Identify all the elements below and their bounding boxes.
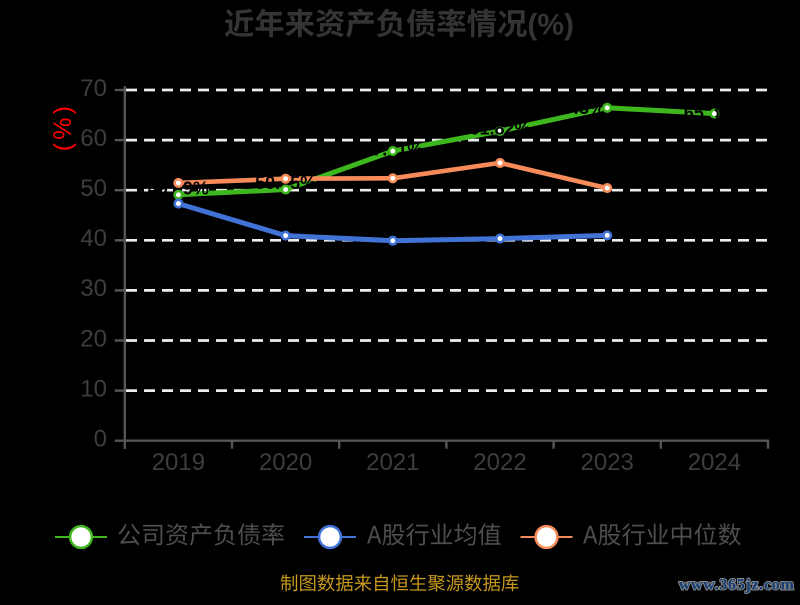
svg-text:2022: 2022 bbox=[473, 449, 526, 476]
svg-text:2020: 2020 bbox=[259, 449, 312, 476]
svg-text:(%): (%) bbox=[527, 9, 574, 42]
svg-text:61.82%: 61.82% bbox=[469, 119, 530, 139]
svg-text:0: 0 bbox=[94, 426, 107, 453]
svg-text:2019: 2019 bbox=[152, 449, 205, 476]
svg-text:10: 10 bbox=[80, 375, 107, 402]
svg-text:49.09%: 49.09% bbox=[148, 179, 209, 199]
svg-text:20: 20 bbox=[80, 325, 107, 352]
svg-text:50: 50 bbox=[80, 175, 107, 202]
svg-text:www.365jz.com: www.365jz.com bbox=[679, 577, 795, 594]
svg-text:66.45%: 66.45% bbox=[544, 98, 605, 118]
svg-text:(%): (%) bbox=[49, 103, 77, 151]
svg-text:30: 30 bbox=[80, 275, 107, 302]
svg-text:www.365jz.com: www.365jz.com bbox=[679, 577, 795, 594]
svg-text:2021: 2021 bbox=[366, 449, 419, 476]
svg-text:60: 60 bbox=[80, 125, 107, 152]
svg-text:70: 70 bbox=[80, 75, 107, 102]
svg-text:40: 40 bbox=[80, 225, 107, 252]
svg-text:2023: 2023 bbox=[581, 449, 634, 476]
svg-text:2024: 2024 bbox=[688, 449, 741, 476]
